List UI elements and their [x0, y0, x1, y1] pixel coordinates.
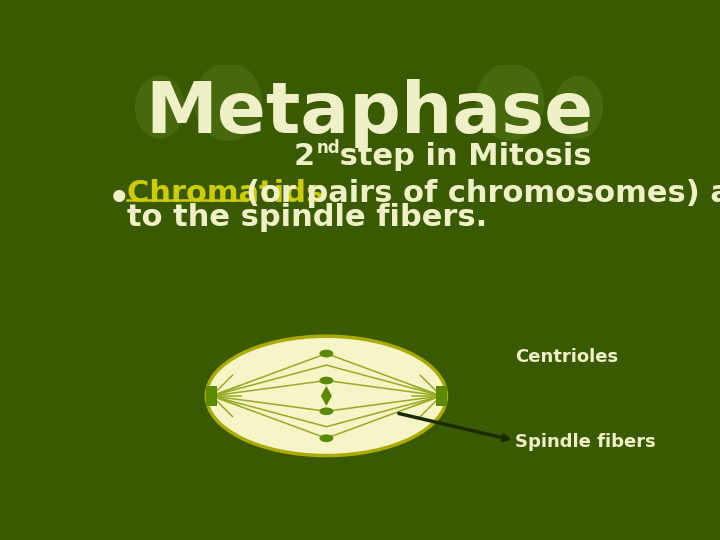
Text: Centrioles: Centrioles [515, 348, 618, 366]
Ellipse shape [206, 336, 446, 456]
Text: Metaphase: Metaphase [145, 79, 593, 147]
Text: to the spindle fibers.: to the spindle fibers. [127, 204, 487, 232]
Text: Spindle fibers: Spindle fibers [515, 433, 655, 451]
Ellipse shape [320, 377, 333, 384]
Ellipse shape [194, 63, 262, 141]
Text: nd: nd [316, 139, 340, 157]
Text: 2: 2 [294, 142, 315, 171]
Ellipse shape [554, 76, 603, 139]
Text: •: • [107, 179, 132, 221]
Ellipse shape [320, 434, 333, 442]
Ellipse shape [320, 350, 333, 357]
Bar [436, 386, 446, 406]
Bar [206, 386, 217, 406]
Text: Chromatids: Chromatids [127, 179, 335, 208]
Text: step in Mitosis: step in Mitosis [329, 142, 591, 171]
Ellipse shape [476, 63, 544, 141]
Text: (or pairs of chromosomes) attach: (or pairs of chromosomes) attach [246, 179, 720, 208]
Ellipse shape [320, 408, 333, 415]
Ellipse shape [135, 76, 184, 139]
Polygon shape [321, 386, 332, 406]
